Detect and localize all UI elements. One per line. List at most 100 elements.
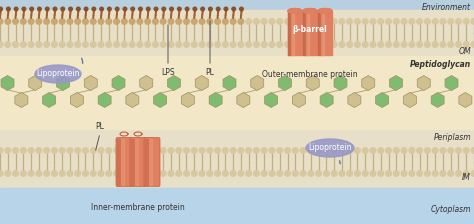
- Circle shape: [424, 170, 431, 177]
- Circle shape: [160, 147, 167, 154]
- Circle shape: [229, 170, 237, 177]
- Circle shape: [323, 18, 330, 25]
- Circle shape: [393, 41, 400, 48]
- Circle shape: [139, 7, 142, 11]
- Circle shape: [229, 18, 237, 25]
- Circle shape: [178, 7, 181, 11]
- Circle shape: [237, 41, 245, 48]
- Circle shape: [292, 147, 299, 154]
- Circle shape: [245, 170, 252, 177]
- Circle shape: [292, 18, 299, 25]
- Circle shape: [4, 41, 11, 48]
- Circle shape: [160, 41, 167, 48]
- Circle shape: [137, 147, 143, 154]
- Bar: [0, 56, 474, 130]
- Circle shape: [105, 170, 112, 177]
- Circle shape: [0, 7, 2, 11]
- Circle shape: [447, 147, 454, 154]
- Circle shape: [98, 41, 104, 48]
- Circle shape: [76, 7, 80, 11]
- Circle shape: [331, 41, 337, 48]
- Circle shape: [216, 7, 220, 11]
- Circle shape: [354, 41, 361, 48]
- Circle shape: [447, 170, 454, 177]
- Circle shape: [224, 7, 228, 11]
- Circle shape: [307, 18, 314, 25]
- Circle shape: [22, 7, 26, 11]
- Circle shape: [108, 7, 111, 11]
- Circle shape: [471, 147, 474, 154]
- Circle shape: [175, 18, 182, 25]
- Circle shape: [66, 41, 73, 48]
- Circle shape: [315, 18, 322, 25]
- Circle shape: [27, 18, 35, 25]
- Circle shape: [0, 147, 3, 154]
- Circle shape: [128, 147, 136, 154]
- Circle shape: [37, 7, 41, 11]
- Circle shape: [424, 18, 431, 25]
- Circle shape: [393, 170, 400, 177]
- Circle shape: [323, 147, 330, 154]
- Circle shape: [128, 170, 136, 177]
- Bar: [288, 11, 291, 55]
- Circle shape: [377, 18, 384, 25]
- Circle shape: [455, 170, 462, 177]
- Circle shape: [66, 18, 73, 25]
- Circle shape: [183, 170, 190, 177]
- Circle shape: [323, 41, 330, 48]
- Circle shape: [424, 41, 431, 48]
- Circle shape: [439, 170, 447, 177]
- Text: Lipoprotein: Lipoprotein: [308, 144, 352, 153]
- Circle shape: [36, 170, 42, 177]
- Circle shape: [292, 170, 299, 177]
- Circle shape: [424, 147, 431, 154]
- Circle shape: [144, 41, 151, 48]
- Ellipse shape: [35, 65, 81, 83]
- Circle shape: [20, 147, 27, 154]
- Text: PL: PL: [206, 68, 214, 77]
- Circle shape: [144, 147, 151, 154]
- Circle shape: [43, 41, 50, 48]
- Text: Cytoplasm: Cytoplasm: [430, 205, 471, 215]
- Circle shape: [137, 18, 143, 25]
- Circle shape: [276, 170, 283, 177]
- Circle shape: [175, 41, 182, 48]
- Bar: [146, 139, 148, 185]
- Circle shape: [51, 41, 58, 48]
- Circle shape: [447, 41, 454, 48]
- Circle shape: [346, 170, 353, 177]
- Circle shape: [167, 41, 174, 48]
- Circle shape: [268, 147, 275, 154]
- Circle shape: [439, 147, 447, 154]
- Circle shape: [284, 18, 291, 25]
- Circle shape: [152, 170, 159, 177]
- Circle shape: [183, 41, 190, 48]
- Circle shape: [416, 18, 423, 25]
- Circle shape: [100, 7, 103, 11]
- Circle shape: [300, 147, 307, 154]
- Circle shape: [90, 170, 97, 177]
- Text: Environment: Environment: [422, 2, 471, 11]
- Circle shape: [370, 147, 376, 154]
- Circle shape: [4, 18, 11, 25]
- Circle shape: [214, 147, 221, 154]
- Circle shape: [209, 7, 212, 11]
- Circle shape: [253, 18, 260, 25]
- Circle shape: [206, 41, 213, 48]
- Circle shape: [432, 18, 438, 25]
- Circle shape: [385, 18, 392, 25]
- Bar: [149, 139, 152, 185]
- Circle shape: [69, 7, 73, 11]
- Circle shape: [61, 7, 64, 11]
- Circle shape: [144, 18, 151, 25]
- Circle shape: [408, 41, 415, 48]
- Circle shape: [362, 147, 369, 154]
- Circle shape: [370, 170, 376, 177]
- Circle shape: [36, 41, 42, 48]
- Circle shape: [377, 147, 384, 154]
- Circle shape: [105, 41, 112, 48]
- Circle shape: [167, 18, 174, 25]
- Circle shape: [331, 170, 337, 177]
- Circle shape: [222, 147, 229, 154]
- Circle shape: [160, 170, 167, 177]
